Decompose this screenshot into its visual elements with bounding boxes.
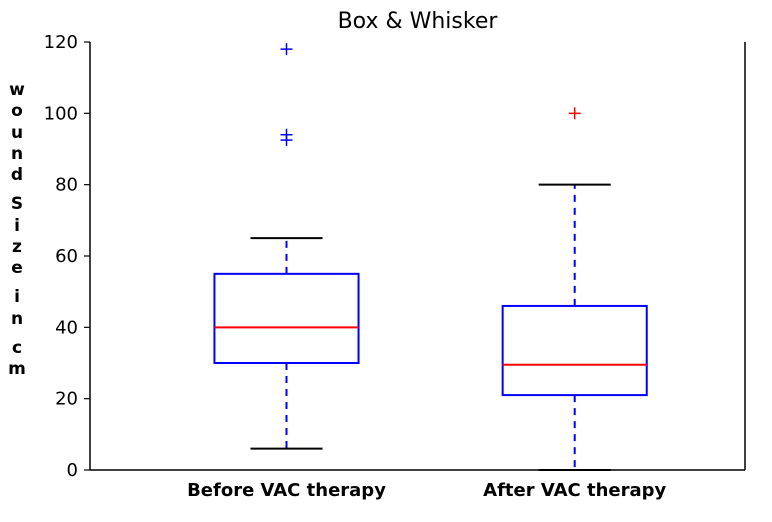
y-axis-label-char (8, 330, 26, 338)
y-axis-label-char (8, 279, 26, 287)
y-tick-label: 20 (55, 389, 78, 410)
y-axis-label-char: S (8, 194, 26, 215)
chart-title: Box & Whisker (338, 9, 499, 34)
y-axis-label-char: o (8, 101, 26, 122)
y-axis-label-char: n (8, 144, 26, 165)
y-axis-label: wound Size in cm (8, 80, 26, 380)
y-tick-label: 100 (44, 103, 78, 124)
chart-svg: Box & Whisker 0 20 40 60 80 100 120 Before VAC t… (0, 0, 772, 522)
y-axis-label-char: c (8, 338, 26, 359)
x-category-label: After VAC therapy (483, 480, 666, 501)
y-tick-label: 40 (55, 317, 78, 338)
boxplot-chart: Box & Whisker 0 20 40 60 80 100 120 Before VAC t… (0, 0, 772, 522)
y-axis-label-char: n (8, 309, 26, 330)
y-axis-label-char: i (8, 216, 26, 237)
y-tick-label: 0 (67, 460, 78, 481)
y-axis-label-char: w (8, 80, 26, 101)
y-tick-label: 80 (55, 175, 78, 196)
y-axis-label-char: m (8, 359, 26, 380)
y-axis-label-char (8, 186, 26, 194)
y-tick-label: 60 (55, 246, 78, 267)
y-axis-label-char: d (8, 165, 26, 186)
box (214, 274, 358, 363)
y-axis-label-char: i (8, 287, 26, 308)
y-axis-label-char: z (8, 237, 26, 258)
x-category-label: Before VAC therapy (187, 480, 386, 501)
y-tick-label: 120 (44, 32, 78, 53)
box (503, 306, 647, 395)
y-axis-label-char: u (8, 123, 26, 144)
y-axis-label-char: e (8, 258, 26, 279)
